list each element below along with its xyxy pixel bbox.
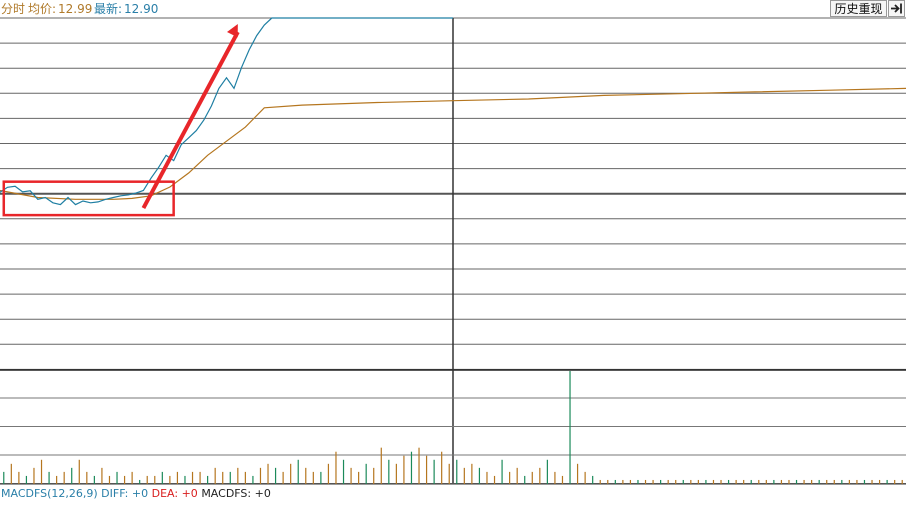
annotation-layer (2, 24, 240, 217)
avg-price-value: 12.99 (58, 2, 93, 16)
chart-grid (0, 17, 906, 485)
volume-bars (3, 371, 903, 484)
price-line (0, 17, 454, 206)
macd-macdfs-label: MACDFS: (201, 487, 252, 500)
macd-dea-value: +0 (181, 487, 198, 500)
price-series (0, 17, 453, 206)
macd-dea-label: DEA: (151, 487, 179, 500)
macd-indicator-bar: MACDFS(12,26,9) DIFF: +0 DEA: +0 MACDFS:… (1, 486, 271, 502)
exit-arrow-icon[interactable] (888, 0, 905, 17)
macd-diff-label: DIFF: (101, 487, 129, 500)
macd-diff-value: +0 (131, 487, 149, 500)
avg-price-label: 均价: (28, 2, 57, 16)
intraday-chart (0, 17, 906, 485)
macd-name: MACDFS(12,26,9) (1, 487, 98, 500)
mode-label: 分时 (1, 2, 26, 16)
arrow-shaft (141, 31, 240, 210)
average-series (0, 87, 906, 200)
highlight-box (2, 180, 175, 217)
arrow-head (227, 24, 238, 38)
history-replay-button[interactable]: 历史重现 (830, 0, 887, 17)
last-price-label: 最新: (94, 2, 123, 16)
macd-macdfs-value: +0 (254, 487, 271, 500)
info-bar: 分时 均价: 12.99 最新: 12.90 (0, 0, 906, 18)
last-price-value: 12.90 (124, 2, 159, 16)
